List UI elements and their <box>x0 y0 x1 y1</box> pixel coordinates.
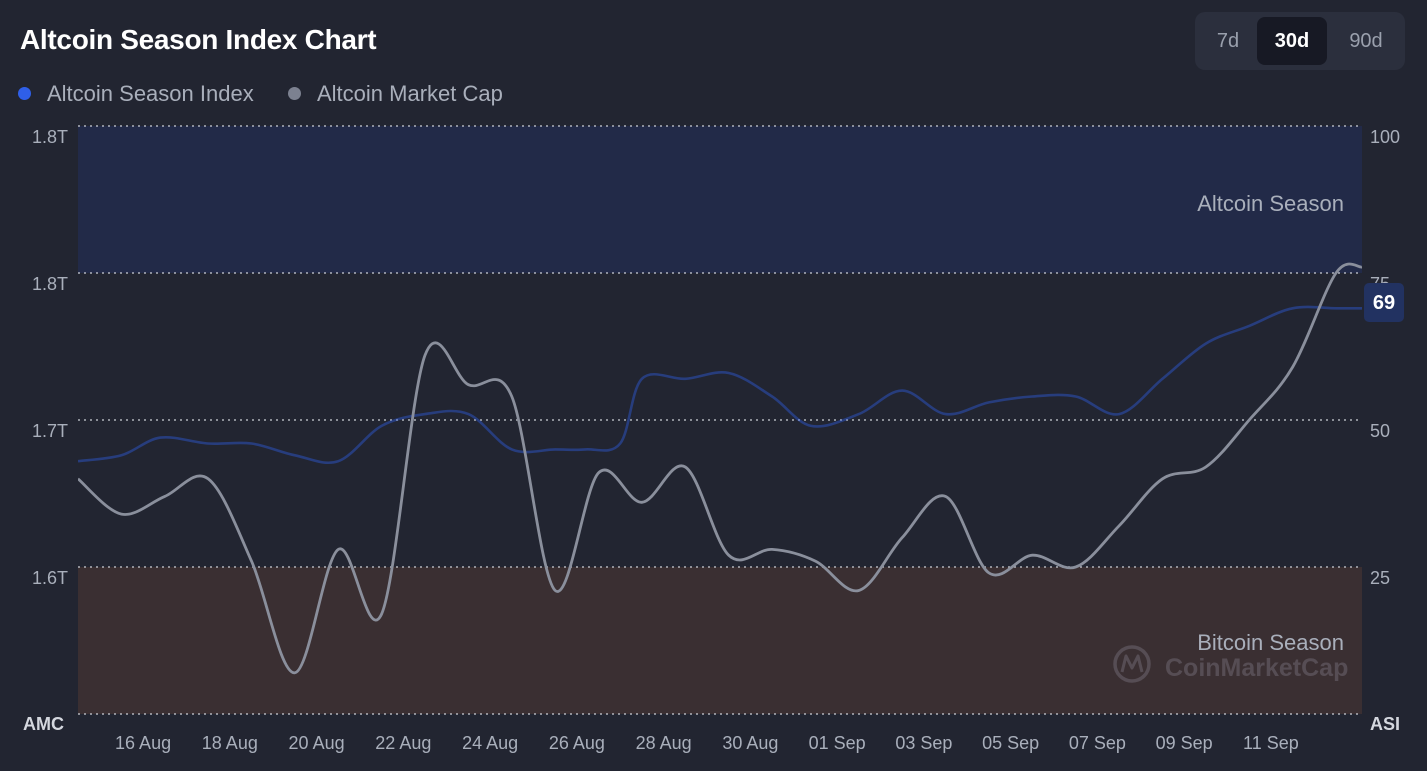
x-tick-label: 09 Sep <box>1156 733 1213 753</box>
x-tick-label: 05 Sep <box>982 733 1039 753</box>
time-range-switch: 7d 30d 90d <box>1195 12 1405 70</box>
range-30d-button[interactable]: 30d <box>1257 17 1327 65</box>
legend-label-amc: Altcoin Market Cap <box>317 81 503 106</box>
left-axis-title: AMC <box>23 714 64 734</box>
legend-dot-asi <box>18 87 31 100</box>
x-tick-label: 07 Sep <box>1069 733 1126 753</box>
legend-dot-amc <box>288 87 301 100</box>
chart-title: Altcoin Season Index Chart <box>20 24 377 55</box>
legend-item-asi[interactable]: Altcoin Season Index <box>18 80 254 108</box>
legend-label-asi: Altcoin Season Index <box>47 81 254 106</box>
x-tick-label: 03 Sep <box>895 733 952 753</box>
x-axis-labels: 16 Aug 18 Aug 20 Aug 22 Aug 24 Aug 26 Aug 28 A… <box>115 733 1299 753</box>
left-tick-label: 1.8T <box>32 274 68 294</box>
right-tick-label: 25 <box>1370 568 1390 588</box>
x-tick-label: 26 Aug <box>549 733 605 753</box>
bitcoin-season-label: Bitcoin Season <box>1197 630 1344 655</box>
x-tick-label: 22 Aug <box>375 733 431 753</box>
altcoin-season-zone <box>78 126 1362 273</box>
watermark-text: CoinMarketCap <box>1165 654 1348 682</box>
watermark-logo: CoinMarketCap <box>1113 645 1348 683</box>
series-line-asi <box>78 305 1362 465</box>
x-tick-label: 28 Aug <box>636 733 692 753</box>
x-tick-label: 20 Aug <box>289 733 345 753</box>
x-tick-label: 11 Sep <box>1243 733 1299 753</box>
left-tick-label: 1.7T <box>32 421 68 441</box>
left-tick-label: 1.6T <box>32 568 68 588</box>
altcoin-season-label: Altcoin Season <box>1197 191 1344 216</box>
x-tick-label: 24 Aug <box>462 733 518 753</box>
coinmarketcap-logo-icon <box>1113 645 1151 683</box>
right-axis-title: ASI <box>1370 714 1400 734</box>
x-tick-label: 16 Aug <box>115 733 171 753</box>
x-tick-label: 30 Aug <box>722 733 778 753</box>
x-tick-label: 18 Aug <box>202 733 258 753</box>
range-90d-button[interactable]: 90d <box>1349 30 1383 52</box>
series-line-amc <box>78 262 1362 675</box>
x-tick-label: 01 Sep <box>809 733 866 753</box>
legend-item-amc[interactable]: Altcoin Market Cap <box>288 80 503 108</box>
bitcoin-season-zone <box>78 567 1362 714</box>
current-value-badge[interactable]: 69 <box>1364 283 1404 322</box>
left-tick-label: 1.8T <box>32 127 68 147</box>
logo-mark-icon <box>1120 654 1144 673</box>
asi-points <box>76 306 1364 463</box>
right-tick-label: 100 <box>1370 127 1400 147</box>
right-tick-label: 50 <box>1370 421 1390 441</box>
current-value-text: 69 <box>1373 292 1395 314</box>
range-7d-button[interactable]: 7d <box>1216 30 1240 52</box>
